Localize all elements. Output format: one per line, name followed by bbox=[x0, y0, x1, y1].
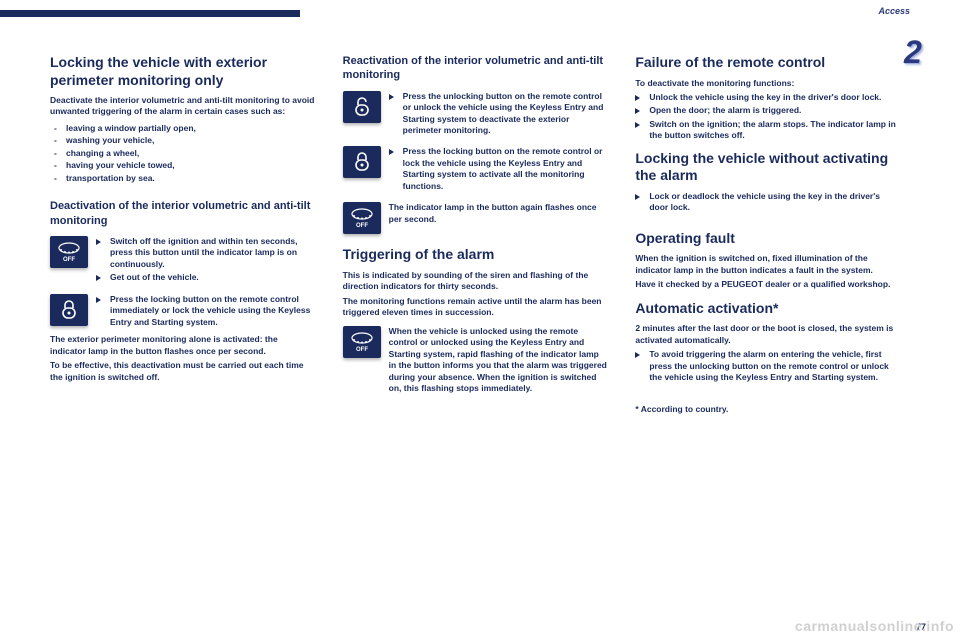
footnote: * According to country. bbox=[635, 404, 900, 415]
list-item: leaving a window partially open, bbox=[50, 123, 315, 134]
icon-text: When the vehicle is unlocked using the r… bbox=[389, 326, 608, 398]
header-rule bbox=[0, 10, 300, 17]
instruction: Press the unlocking button on the remote… bbox=[389, 91, 608, 137]
section-number: 2 bbox=[904, 34, 938, 68]
col3-auto-text: 2 minutes after the last door or the boo… bbox=[635, 323, 900, 346]
list-item: changing a wheel, bbox=[50, 148, 315, 159]
icon-text: Press the locking button on the remote c… bbox=[389, 146, 608, 194]
column-2: Reactivation of the interior volumetric … bbox=[343, 54, 608, 620]
instruction: Unlock the vehicle using the key in the … bbox=[635, 92, 900, 103]
instruction: Press the locking button on the remote c… bbox=[389, 146, 608, 192]
svg-text:OFF: OFF bbox=[356, 223, 368, 229]
instruction: The indicator lamp in the button again f… bbox=[389, 202, 608, 225]
col2-react-heading: Reactivation of the interior volumetric … bbox=[343, 54, 608, 83]
off-icon: OFF bbox=[343, 202, 381, 234]
instruction: To avoid triggering the alarm on enterin… bbox=[635, 349, 900, 383]
icon-row: Press the locking button on the remote c… bbox=[50, 294, 315, 330]
breadcrumb: Access bbox=[878, 6, 910, 16]
lock-icon bbox=[343, 146, 381, 178]
off-icon: OFF bbox=[343, 326, 381, 358]
icon-row: OFF When the vehicle is unlocked using t… bbox=[343, 326, 608, 398]
list-item: having your vehicle towed, bbox=[50, 160, 315, 171]
col2-trig-text: This is indicated by sounding of the sir… bbox=[343, 270, 608, 293]
col1-intro: Deactivate the interior volumetric and a… bbox=[50, 95, 315, 118]
lock-icon bbox=[50, 294, 88, 326]
col1-footer: The exterior perimeter monitoring alone … bbox=[50, 334, 315, 357]
instruction: Get out of the vehicle. bbox=[96, 272, 315, 283]
content-grid: Locking the vehicle with exterior perime… bbox=[50, 54, 900, 620]
off-icon: OFF bbox=[50, 236, 88, 268]
icon-text: The indicator lamp in the button again f… bbox=[389, 202, 608, 228]
col2-trig-heading: Triggering of the alarm bbox=[343, 246, 608, 264]
instruction: Lock or deadlock the vehicle using the k… bbox=[635, 191, 900, 214]
unlock-icon bbox=[343, 91, 381, 123]
col1-footer: To be effective, this deactivation must … bbox=[50, 360, 315, 383]
svg-text:OFF: OFF bbox=[356, 347, 368, 353]
col3-fault-heading: Operating fault bbox=[635, 230, 900, 248]
col1-deact-heading: Deactivation of the interior volumetric … bbox=[50, 199, 315, 228]
instruction: When the vehicle is unlocked using the r… bbox=[389, 326, 608, 395]
col3-noact-heading: Locking the vehicle without activating t… bbox=[635, 150, 900, 185]
col3-fail-intro: To deactivate the monitoring functions: bbox=[635, 78, 900, 89]
column-3: Failure of the remote control To deactiv… bbox=[635, 54, 900, 620]
instruction: Open the door; the alarm is triggered. bbox=[635, 105, 900, 116]
col1-cases-list: leaving a window partially open, washing… bbox=[50, 123, 315, 185]
instruction: Switch off the ignition and within ten s… bbox=[96, 236, 315, 270]
column-1: Locking the vehicle with exterior perime… bbox=[50, 54, 315, 620]
icon-text: Switch off the ignition and within ten s… bbox=[96, 236, 315, 286]
col3-fault-text: Have it checked by a PEUGEOT dealer or a… bbox=[635, 279, 900, 290]
instruction: Press the locking button on the remote c… bbox=[96, 294, 315, 328]
watermark: carmanualsonline.info bbox=[795, 618, 954, 634]
list-item: washing your vehicle, bbox=[50, 135, 315, 146]
icon-row: OFF Switch off the ignition and within t… bbox=[50, 236, 315, 286]
col3-auto-heading: Automatic activation* bbox=[635, 300, 900, 318]
icon-row: Press the locking button on the remote c… bbox=[343, 146, 608, 194]
col3-fail-heading: Failure of the remote control bbox=[635, 54, 900, 72]
col1-heading: Locking the vehicle with exterior perime… bbox=[50, 54, 315, 89]
icon-text: Press the locking button on the remote c… bbox=[96, 294, 315, 330]
list-item: transportation by sea. bbox=[50, 173, 315, 184]
col3-fault-text: When the ignition is switched on, fixed … bbox=[635, 253, 900, 276]
col2-trig-text: The monitoring functions remain active u… bbox=[343, 296, 608, 319]
icon-text: Press the unlocking button on the remote… bbox=[389, 91, 608, 139]
icon-row: OFF The indicator lamp in the button aga… bbox=[343, 202, 608, 234]
instruction: Switch on the ignition; the alarm stops.… bbox=[635, 119, 900, 142]
icon-row: Press the unlocking button on the remote… bbox=[343, 91, 608, 139]
svg-text:OFF: OFF bbox=[63, 257, 75, 263]
